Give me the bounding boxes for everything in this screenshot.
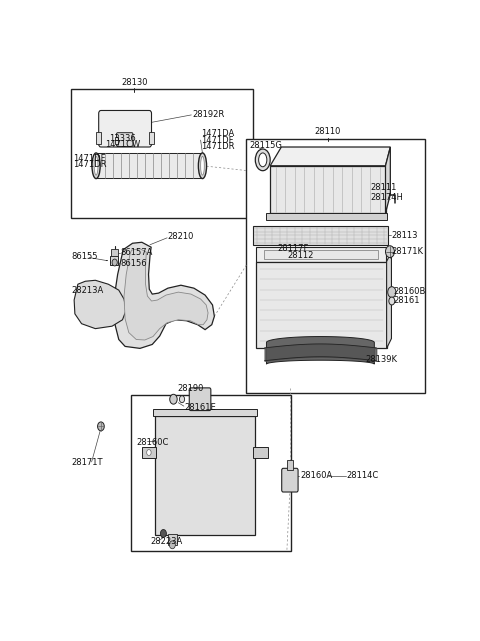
Circle shape: [170, 394, 177, 404]
Bar: [168, 534, 177, 545]
Ellipse shape: [94, 156, 98, 175]
Text: 28174H: 28174H: [371, 193, 404, 202]
Text: 86156: 86156: [120, 259, 147, 268]
Text: 28130: 28130: [121, 78, 148, 87]
FancyBboxPatch shape: [282, 469, 298, 492]
Circle shape: [160, 529, 167, 537]
Bar: [131, 395, 290, 551]
Text: 28161E: 28161E: [185, 403, 216, 412]
Bar: [256, 247, 386, 262]
Circle shape: [147, 449, 151, 456]
Text: 28210: 28210: [168, 232, 194, 242]
FancyBboxPatch shape: [189, 388, 211, 411]
FancyBboxPatch shape: [110, 256, 119, 265]
Text: 28139K: 28139K: [365, 354, 397, 363]
Polygon shape: [115, 137, 118, 144]
Text: 28110: 28110: [315, 127, 341, 136]
Text: 1471DA: 1471DA: [202, 129, 235, 138]
Text: 1471DF: 1471DF: [73, 154, 106, 163]
Text: 86157A: 86157A: [120, 248, 153, 257]
Polygon shape: [385, 147, 390, 213]
Bar: [253, 226, 388, 245]
Text: 28161: 28161: [394, 296, 420, 305]
Polygon shape: [124, 249, 208, 340]
Text: 1471DR: 1471DR: [202, 142, 235, 151]
FancyBboxPatch shape: [99, 110, 152, 147]
Text: 28171K: 28171K: [392, 247, 424, 256]
Text: 28190: 28190: [177, 384, 204, 393]
Circle shape: [180, 395, 185, 403]
Text: 28160C: 28160C: [136, 438, 168, 447]
Bar: [253, 447, 267, 458]
Bar: [256, 262, 386, 348]
Ellipse shape: [201, 156, 204, 175]
Text: 28115G: 28115G: [249, 140, 282, 149]
Text: 28114C: 28114C: [347, 471, 379, 480]
Text: 13336: 13336: [109, 133, 136, 143]
Text: 28192R: 28192R: [192, 110, 224, 119]
Text: 28113: 28113: [392, 231, 419, 240]
Circle shape: [389, 297, 395, 305]
Bar: [142, 447, 156, 458]
Text: 28117F: 28117F: [277, 244, 309, 253]
Text: 28160A: 28160A: [300, 471, 332, 480]
Bar: [111, 249, 119, 256]
Text: 28223A: 28223A: [151, 537, 183, 546]
Polygon shape: [386, 252, 392, 348]
Bar: [155, 417, 255, 535]
Circle shape: [388, 287, 396, 297]
Bar: [287, 460, 293, 470]
Bar: [275, 348, 297, 359]
Circle shape: [385, 246, 395, 258]
Polygon shape: [270, 147, 390, 166]
Circle shape: [97, 422, 104, 431]
Bar: [149, 132, 154, 144]
Ellipse shape: [92, 153, 100, 179]
Text: 1471DR: 1471DR: [73, 160, 107, 169]
Text: 86155: 86155: [71, 252, 97, 261]
Text: 1471DF: 1471DF: [202, 136, 234, 145]
Bar: [264, 249, 378, 258]
Text: 28160B: 28160B: [394, 287, 426, 296]
Bar: [96, 132, 101, 144]
Text: 28213A: 28213A: [71, 286, 103, 295]
Ellipse shape: [198, 153, 206, 179]
Bar: [153, 408, 257, 417]
FancyBboxPatch shape: [117, 133, 133, 147]
Polygon shape: [74, 280, 126, 329]
Circle shape: [112, 259, 117, 266]
Polygon shape: [114, 242, 215, 348]
Polygon shape: [270, 166, 385, 213]
Polygon shape: [266, 213, 386, 220]
Ellipse shape: [259, 153, 267, 167]
Ellipse shape: [255, 149, 270, 171]
Polygon shape: [266, 337, 374, 364]
Text: 28171T: 28171T: [71, 458, 103, 467]
Circle shape: [169, 541, 175, 549]
Text: 1471CW: 1471CW: [106, 140, 141, 149]
Bar: [246, 138, 424, 393]
Text: 28111: 28111: [371, 183, 397, 192]
Bar: [71, 89, 253, 217]
Text: 28112: 28112: [287, 251, 313, 260]
